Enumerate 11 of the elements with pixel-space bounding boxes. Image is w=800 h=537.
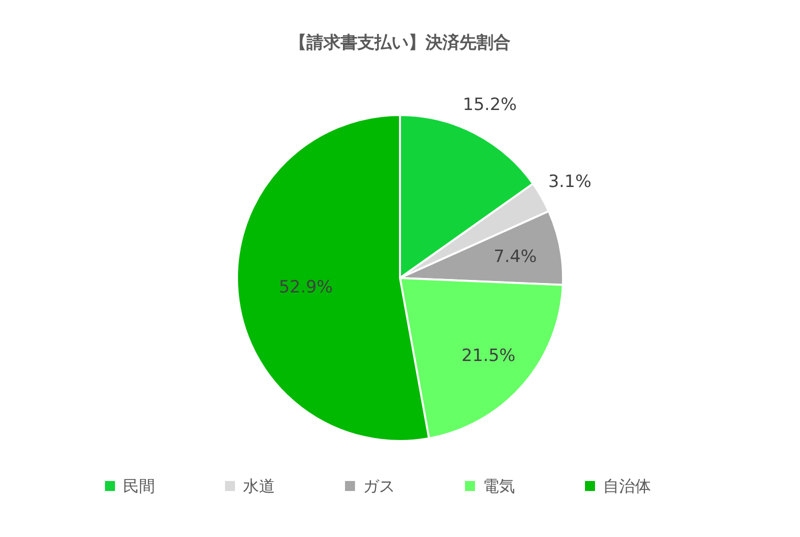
- legend-label: 電気: [483, 476, 515, 496]
- data-label: 15.2%: [462, 95, 517, 116]
- data-label: 52.9%: [278, 277, 333, 298]
- data-label: 3.1%: [548, 172, 592, 192]
- legend-label: 民間: [123, 476, 155, 496]
- data-label: 7.4%: [494, 246, 537, 267]
- chart-title: 【請求書支払い】決済先割合: [290, 33, 510, 53]
- data-label: 21.5%: [461, 346, 516, 366]
- legend-label: 自治体: [603, 476, 651, 496]
- legend-label: 水道: [243, 476, 275, 496]
- legend-label: ガス: [363, 476, 395, 496]
